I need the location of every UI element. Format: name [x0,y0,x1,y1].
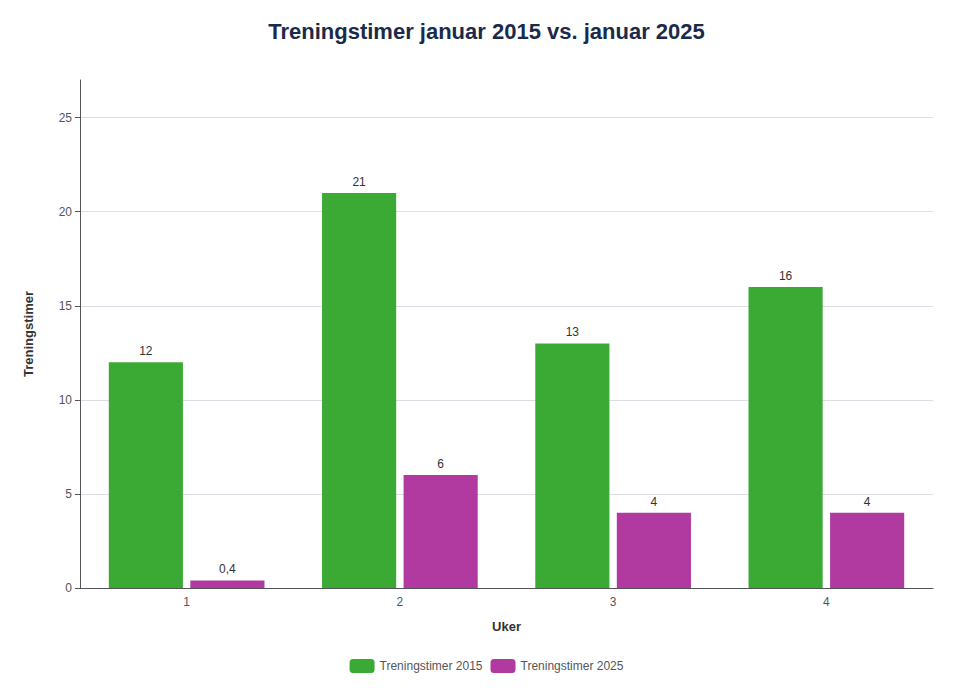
svg-text:1: 1 [183,595,190,609]
svg-text:10: 10 [59,393,73,407]
svg-text:Uker: Uker [492,619,521,634]
svg-text:25: 25 [59,111,73,125]
svg-text:0,4: 0,4 [219,562,236,576]
svg-text:4: 4 [651,495,658,509]
svg-text:20: 20 [59,205,73,219]
svg-text:12: 12 [139,344,153,358]
svg-text:Treningstimer 2015: Treningstimer 2015 [380,659,483,673]
svg-text:5: 5 [65,487,72,501]
svg-text:Treningstimer: Treningstimer [21,291,36,377]
svg-text:16: 16 [779,269,793,283]
svg-text:6: 6 [437,457,444,471]
svg-text:3: 3 [610,595,617,609]
svg-text:15: 15 [59,299,73,313]
svg-text:Treningstimer januar 2015 vs.: Treningstimer januar 2015 vs. januar 202… [268,19,705,44]
svg-text:0: 0 [65,581,72,595]
svg-text:4: 4 [864,495,871,509]
svg-text:2: 2 [397,595,404,609]
svg-text:21: 21 [352,175,366,189]
svg-text:Treningstimer 2025: Treningstimer 2025 [521,659,624,673]
svg-text:13: 13 [566,325,580,339]
svg-text:4: 4 [823,595,830,609]
